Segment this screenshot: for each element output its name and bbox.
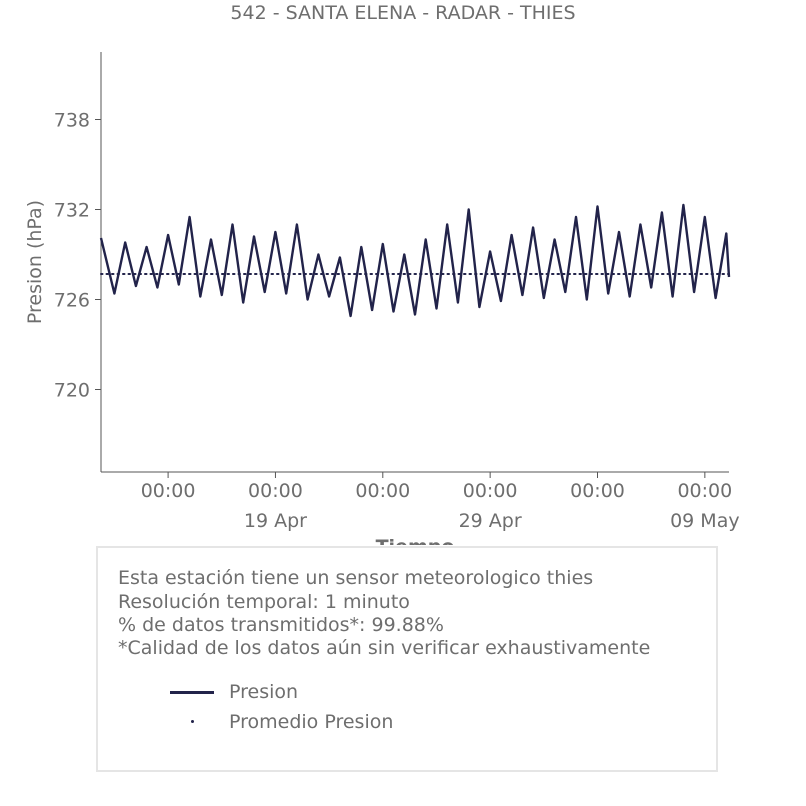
chart-title: 542 - SANTA ELENA - RADAR - THIES xyxy=(230,2,576,24)
x-tick-label: 00:00 xyxy=(248,480,303,502)
x-tick-date-label: 19 Apr xyxy=(244,510,307,532)
legend-item-promedio: Promedio Presion xyxy=(170,710,393,734)
info-box: Esta estación tiene un sensor meteorolog… xyxy=(96,546,718,772)
legend-label-presion: Presion xyxy=(229,681,299,703)
y-axis-title: Presion (hPa) xyxy=(24,200,46,324)
x-tick-label: 00:00 xyxy=(570,480,625,502)
y-tick-label: 738 xyxy=(54,110,90,132)
x-tick-date-label: 29 Apr xyxy=(459,510,522,532)
y-tick-label: 732 xyxy=(54,200,90,222)
legend-label-promedio: Promedio Presion xyxy=(229,711,394,733)
x-ticks: 00:00 00:00 19 Apr 00:00 00:00 29 Apr 00:00 00:… xyxy=(141,472,740,532)
x-tick-date-label: 09 May xyxy=(670,510,740,532)
x-tick-label: 00:00 xyxy=(355,480,410,502)
legend-line-swatch xyxy=(170,680,214,704)
x-tick-label: 00:00 xyxy=(141,480,196,502)
info-line-resolution: Resolución temporal: 1 minuto xyxy=(118,591,410,613)
series-presion xyxy=(99,203,731,318)
info-line-quality-note: *Calidad de los datos aún sin verificar … xyxy=(118,637,651,659)
info-line-transmitted: % de datos transmitidos*: 99.88% xyxy=(118,614,444,636)
x-tick-label: 00:00 xyxy=(463,480,518,502)
info-line-sensor: Esta estación tiene un sensor meteorolog… xyxy=(118,567,594,589)
legend-item-presion: Presion xyxy=(170,680,298,704)
x-tick-label: 00:00 xyxy=(677,480,732,502)
y-tick-label: 720 xyxy=(54,380,90,402)
legend-dot-swatch xyxy=(170,710,214,734)
y-tick-label: 726 xyxy=(54,290,90,312)
y-ticks: 720 726 732 738 xyxy=(54,110,101,402)
chart-area: 720 726 732 738 00:00 00:00 19 Apr 00:00 00:00 2… xyxy=(24,52,740,545)
axes xyxy=(100,52,729,473)
series-plot xyxy=(99,203,731,318)
x-axis-title: Tiempo xyxy=(376,536,455,545)
